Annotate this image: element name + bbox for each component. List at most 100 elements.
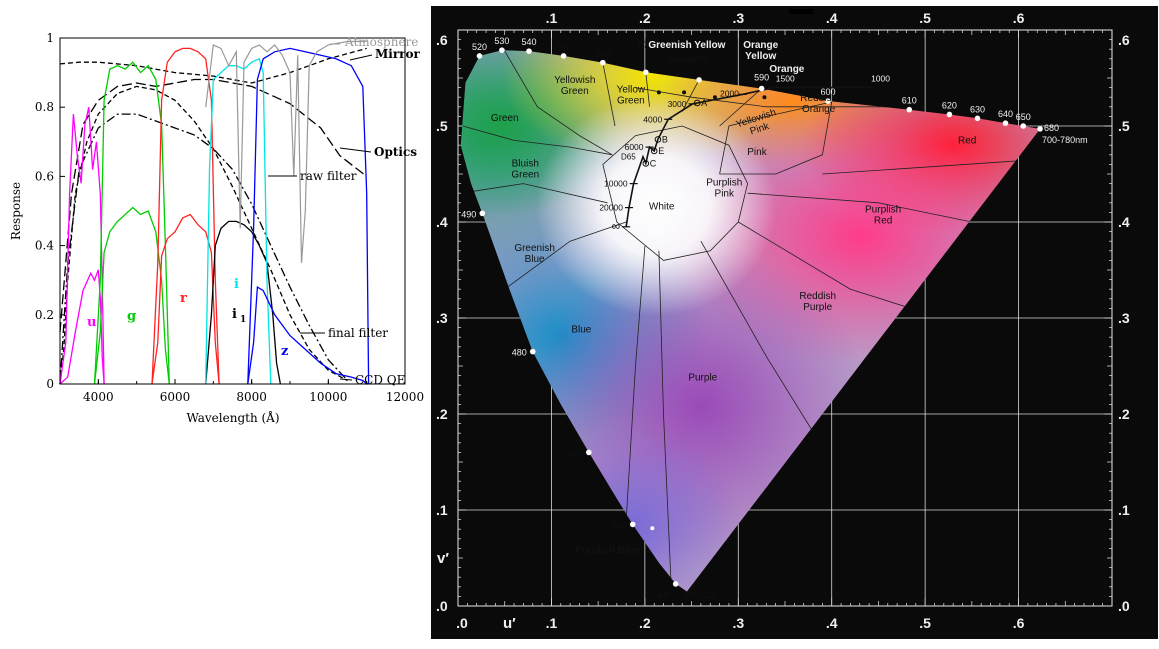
series-line-7 [93, 206, 170, 385]
annotation-label: raw filter [300, 169, 357, 183]
region-boundary [747, 192, 972, 223]
region-label: Greenish Blue [514, 243, 555, 265]
x-tick-label: .4 [826, 615, 838, 631]
x-axis-label: Wavelength (Å) [186, 410, 279, 425]
wavelength-label: 570 [638, 40, 653, 50]
region-label: Pink [747, 147, 767, 158]
series-line-9 [151, 213, 220, 385]
x-tick-label: 8000 [236, 390, 267, 404]
band-label: z [281, 344, 288, 359]
illuminant-label: C [650, 158, 657, 168]
region-boundary [460, 183, 608, 204]
illuminant-label: D65 [621, 153, 636, 162]
wavelength-label: 540 [521, 37, 536, 47]
y-tick-label: .6 [436, 32, 448, 48]
boundary-dot [656, 90, 661, 95]
right-tick-label: .3 [1118, 310, 1130, 326]
top-tick-label: .6 [1013, 10, 1025, 26]
x-axis-label: u′ [503, 615, 516, 632]
series-line-10 [205, 220, 282, 385]
series-line-11 [205, 57, 272, 385]
series-line-12 [247, 47, 370, 385]
spectral-point [499, 47, 505, 53]
wavelength-label: 560 [595, 49, 610, 59]
region-label: Purple [688, 372, 717, 383]
band-label: g [127, 309, 136, 324]
spectral-point [479, 210, 486, 217]
illuminant-label: E [658, 146, 664, 156]
top-tick-label: .3 [732, 10, 744, 26]
region-boundary [635, 87, 888, 108]
y-tick-label: 0.8 [35, 100, 54, 114]
right-tick-label: .2 [1118, 406, 1130, 422]
y-tick-label: .5 [436, 118, 448, 134]
region-label: White [649, 202, 675, 213]
temperature-label: ∞ [612, 219, 621, 233]
spectral-point [946, 111, 953, 118]
spectral-point [974, 115, 981, 122]
region-boundary [658, 250, 672, 583]
wavelength-label: 600 [820, 87, 835, 97]
wavelength-label: 520 [472, 42, 487, 52]
wavelength-label: 610 [902, 96, 917, 106]
filter-response-svg: 4000 6000 8000 10000 12000 0 0.2 0.4 0.6 0.8 1 Wav… [0, 0, 430, 645]
region-label: Purplish Red [865, 204, 901, 226]
temperature-label: 6000 [625, 142, 644, 152]
cie-chromaticity-chart: ∞ 20000 10000 C D65 E 6000 B 4000 3000 A 2000 1500 10… [431, 6, 1158, 639]
wavelength-label: 440 [657, 590, 672, 600]
x-tick-label: 12000 [386, 390, 424, 404]
region-label: Greenish Yellow [648, 40, 725, 51]
annotation-label: Mirror [375, 47, 420, 61]
wavelength-label: 590 [754, 73, 769, 83]
spectral-point [476, 53, 483, 59]
series-line-3 [59, 85, 348, 385]
y-tick-label: .1 [436, 502, 448, 518]
filter-response-chart: 4000 6000 8000 10000 12000 0 0.2 0.4 0.6 0.8 1 Wav… [0, 0, 430, 645]
right-tick-label: .0 [1118, 598, 1130, 614]
illuminant-label: A [701, 98, 707, 108]
wavelength-label: 480 [512, 348, 527, 358]
wavelength-label: 470 [568, 448, 583, 458]
region-label: Bluish Green [511, 158, 539, 180]
spectral-point [906, 106, 913, 113]
x-tick-label: .0 [456, 615, 468, 631]
spectral-point [1037, 126, 1043, 132]
illuminant-label: B [662, 134, 668, 144]
right-tick-label: .1 [1118, 502, 1130, 518]
temperature-label: 1500 [776, 74, 795, 84]
x-tick-label: .1 [546, 615, 558, 631]
y-tick-label: 0.6 [35, 169, 54, 183]
temperature-label: 1000 [871, 74, 890, 84]
spectral-point [600, 59, 606, 66]
region-label: Purplish Blue [575, 545, 640, 556]
region-boundary [719, 101, 832, 175]
region-label: Yellow Green [617, 84, 646, 106]
wavelength-label: 630 [970, 104, 985, 114]
x-tick-label: 4000 [83, 390, 114, 404]
y-tick-label: .3 [436, 310, 448, 326]
annotation-label: Atmosphere [344, 35, 418, 49]
y-tick-label: 0 [46, 377, 54, 391]
wavelength-label: 680 [1044, 123, 1059, 133]
right-tick-label: .6 [1118, 32, 1130, 48]
y-tick-label: .0 [436, 598, 448, 614]
region-boundary [462, 125, 613, 156]
annotation-label: CCD QE [355, 373, 405, 387]
region-boundary [822, 159, 1038, 175]
spectral-point [1020, 123, 1027, 129]
region-boundary [504, 50, 613, 156]
wavelength-label: 620 [942, 100, 957, 110]
spectral-point [672, 581, 679, 587]
wavelength-label: 640 [998, 109, 1013, 119]
series-line-2 [59, 113, 348, 385]
region-label: Purplish Pink [706, 178, 742, 200]
region-label: Blue [571, 324, 591, 335]
series-line-0 [59, 47, 367, 84]
top-mark [789, 9, 813, 14]
right-tick-label: .5 [1118, 118, 1130, 134]
illuminant-point [650, 147, 658, 155]
spectral-point [642, 69, 649, 76]
wavelength-label: 490 [461, 209, 476, 219]
y-tick-label: 0.2 [35, 308, 54, 322]
top-tick-label: .1 [546, 10, 558, 26]
